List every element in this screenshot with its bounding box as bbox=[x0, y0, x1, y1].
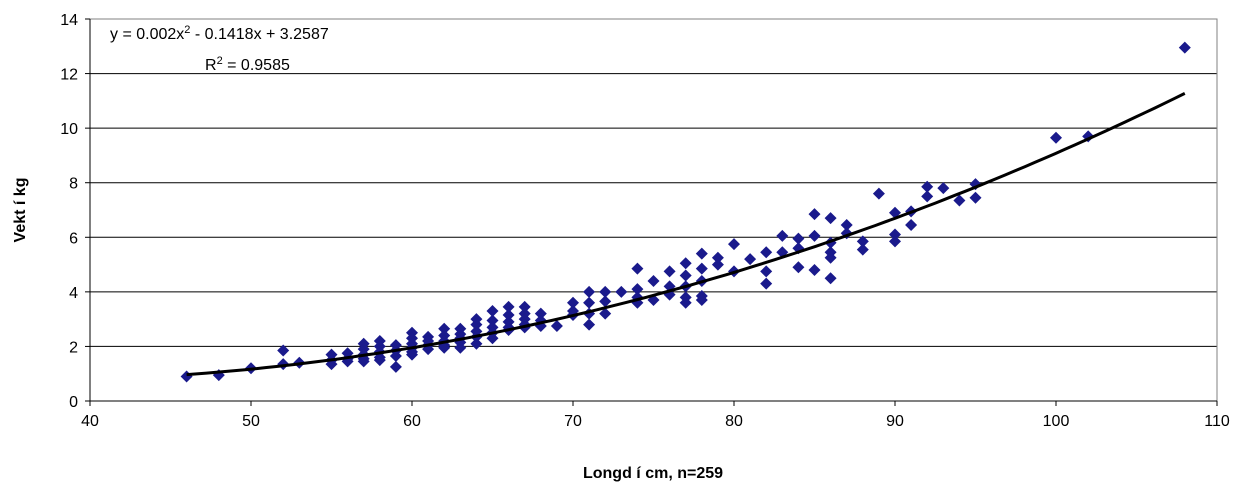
data-point-marker bbox=[518, 300, 531, 313]
x-tick-label: 100 bbox=[1043, 413, 1070, 430]
data-point-marker bbox=[711, 251, 724, 264]
data-point-marker bbox=[389, 360, 402, 373]
data-point-marker bbox=[824, 212, 837, 225]
data-point-marker bbox=[502, 300, 515, 313]
data-point-marker bbox=[792, 232, 805, 245]
data-point-marker bbox=[1178, 41, 1191, 54]
data-point-marker bbox=[921, 190, 934, 203]
data-point-marker bbox=[728, 238, 740, 251]
x-axis-title: Longd í cm, n=259 bbox=[583, 465, 723, 482]
data-point-marker bbox=[953, 194, 966, 207]
data-point-marker bbox=[921, 180, 934, 193]
trendline bbox=[186, 92, 1186, 377]
data-point-marker bbox=[695, 294, 708, 307]
data-point-marker bbox=[502, 309, 515, 322]
data-point-marker bbox=[389, 349, 402, 362]
data-point-marker bbox=[486, 304, 499, 317]
data-point-marker bbox=[760, 246, 773, 259]
data-point-marker bbox=[695, 262, 708, 275]
data-points bbox=[180, 41, 1191, 383]
data-point-marker bbox=[599, 285, 612, 298]
data-point-marker bbox=[599, 307, 612, 320]
data-point-marker bbox=[937, 182, 950, 195]
data-point-marker bbox=[856, 243, 869, 256]
y-tick-label: 8 bbox=[69, 176, 78, 193]
data-point-marker bbox=[808, 208, 821, 221]
data-point-marker bbox=[663, 265, 676, 278]
x-tick-label: 40 bbox=[81, 413, 99, 430]
data-point-marker bbox=[438, 341, 451, 354]
data-point-marker bbox=[808, 264, 821, 277]
data-point-marker bbox=[470, 318, 483, 331]
data-point-marker bbox=[856, 235, 869, 248]
data-point-marker bbox=[905, 219, 918, 232]
data-point-marker bbox=[470, 337, 483, 350]
y-tick-label: 6 bbox=[69, 230, 78, 247]
data-point-marker bbox=[872, 187, 885, 200]
data-point-marker bbox=[824, 251, 837, 264]
data-point-marker bbox=[438, 322, 451, 335]
data-point-marker bbox=[792, 261, 805, 274]
x-tick-labels: 40 50 60 70 80 90 100 110 bbox=[81, 401, 1230, 430]
data-point-marker bbox=[615, 285, 628, 298]
x-tick-label: 70 bbox=[564, 413, 582, 430]
data-point-marker bbox=[583, 318, 596, 331]
y-tick-labels: 0 2 4 6 8 10 12 14 bbox=[60, 12, 90, 411]
data-point-marker bbox=[583, 296, 596, 309]
x-tick-label: 80 bbox=[725, 413, 743, 430]
y-tick-label: 2 bbox=[69, 339, 78, 356]
data-point-marker bbox=[550, 319, 563, 332]
data-point-marker bbox=[969, 191, 982, 204]
data-point-marker bbox=[679, 296, 692, 309]
data-point-marker bbox=[840, 219, 853, 232]
data-point-marker bbox=[486, 314, 499, 327]
y-tick-label: 12 bbox=[60, 67, 78, 84]
data-point-marker bbox=[889, 228, 901, 241]
data-point-marker bbox=[679, 257, 692, 270]
data-point-marker bbox=[695, 247, 708, 260]
data-point-marker bbox=[1050, 131, 1062, 144]
x-tick-label: 90 bbox=[886, 413, 904, 430]
y-axis-title: Vekt í kg bbox=[12, 178, 29, 243]
data-point-marker bbox=[647, 274, 660, 287]
data-point-marker bbox=[486, 332, 499, 345]
data-point-marker bbox=[599, 295, 612, 308]
data-point-marker bbox=[406, 348, 418, 361]
data-point-marker bbox=[373, 354, 386, 367]
data-point-marker bbox=[534, 307, 547, 320]
data-point-marker bbox=[760, 265, 773, 278]
r-squared-exponent: 2 bbox=[217, 55, 223, 67]
data-point-marker bbox=[631, 262, 644, 275]
data-point-marker bbox=[711, 258, 724, 271]
data-point-marker bbox=[583, 285, 596, 298]
r-squared-label: R2 = 0.9585 bbox=[205, 55, 290, 74]
data-point-marker bbox=[824, 272, 837, 285]
trendline-equation: y = 0.002x2 - 0.1418x + 3.2587 bbox=[110, 24, 329, 43]
data-point-marker bbox=[744, 253, 757, 266]
data-point-marker bbox=[808, 229, 821, 242]
x-tick-label: 110 bbox=[1204, 413, 1230, 430]
y-tick-label: 0 bbox=[69, 394, 78, 411]
data-point-marker bbox=[277, 344, 290, 357]
data-point-marker bbox=[567, 296, 579, 309]
data-point-marker bbox=[631, 283, 644, 296]
data-point-marker bbox=[889, 235, 901, 248]
y-tick-label: 4 bbox=[69, 285, 78, 302]
data-point-marker bbox=[776, 229, 789, 242]
x-tick-label: 60 bbox=[403, 413, 421, 430]
data-point-marker bbox=[357, 355, 370, 368]
data-point-marker bbox=[454, 341, 467, 354]
y-tick-label: 14 bbox=[60, 12, 78, 29]
x-tick-label: 50 bbox=[242, 413, 260, 430]
data-point-marker bbox=[180, 370, 193, 383]
y-tick-label: 10 bbox=[60, 121, 78, 138]
data-point-marker bbox=[679, 269, 692, 282]
plot-area-border bbox=[89, 18, 1218, 402]
equation-exponent: 2 bbox=[184, 24, 190, 36]
data-point-marker bbox=[760, 277, 773, 290]
